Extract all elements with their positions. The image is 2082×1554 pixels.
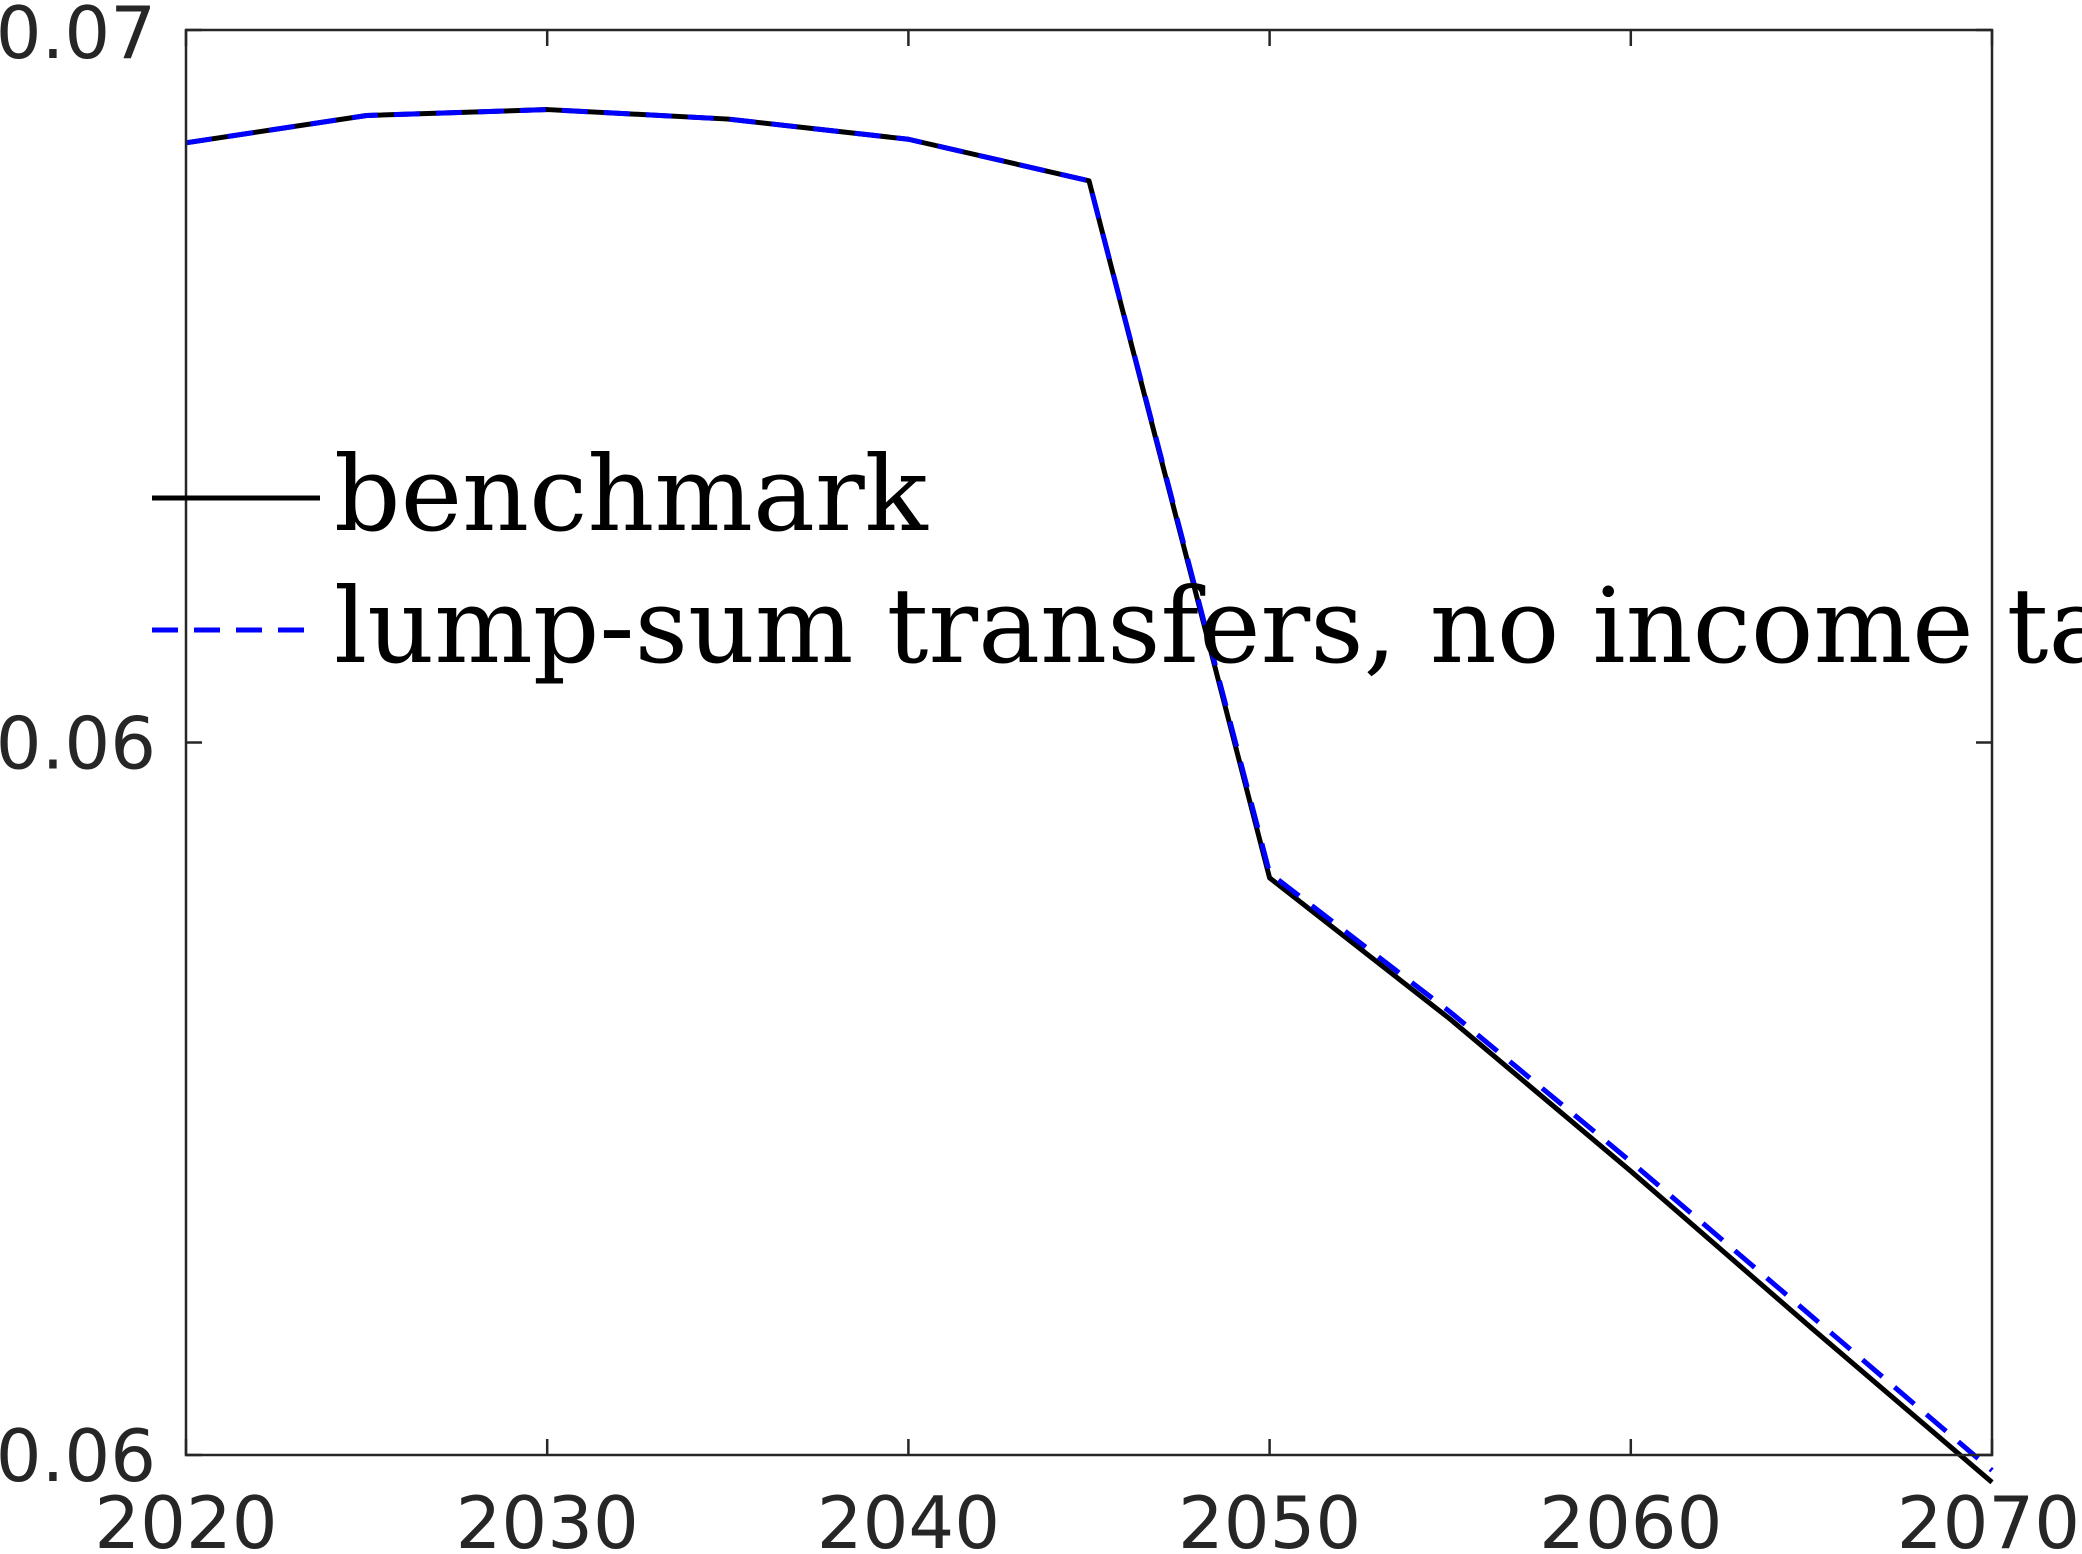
legend-label-2: lump-sum transfers, no income tax — [334, 565, 2082, 687]
series-line-2 — [185, 107, 1994, 1473]
x-tick-label-1: 2030 — [456, 1481, 639, 1554]
x-tick-label-0: 2020 — [94, 1481, 277, 1554]
series-line-1 — [185, 107, 1994, 1485]
x-tick-label-4: 2060 — [1539, 1481, 1722, 1554]
y-tick-label-1: 0.06 — [0, 702, 156, 786]
x-tick-label-5: 2070 — [1897, 1481, 2080, 1554]
legend-label-1: benchmark — [334, 433, 929, 555]
x-tick-label-2: 2040 — [817, 1481, 1000, 1554]
x-tick-label-3: 2050 — [1178, 1481, 1361, 1554]
y-tick-label-0: 0.06 — [0, 1414, 156, 1498]
y-tick-label-2: 0.07 — [0, 0, 156, 75]
series-layer — [185, 107, 1994, 1485]
